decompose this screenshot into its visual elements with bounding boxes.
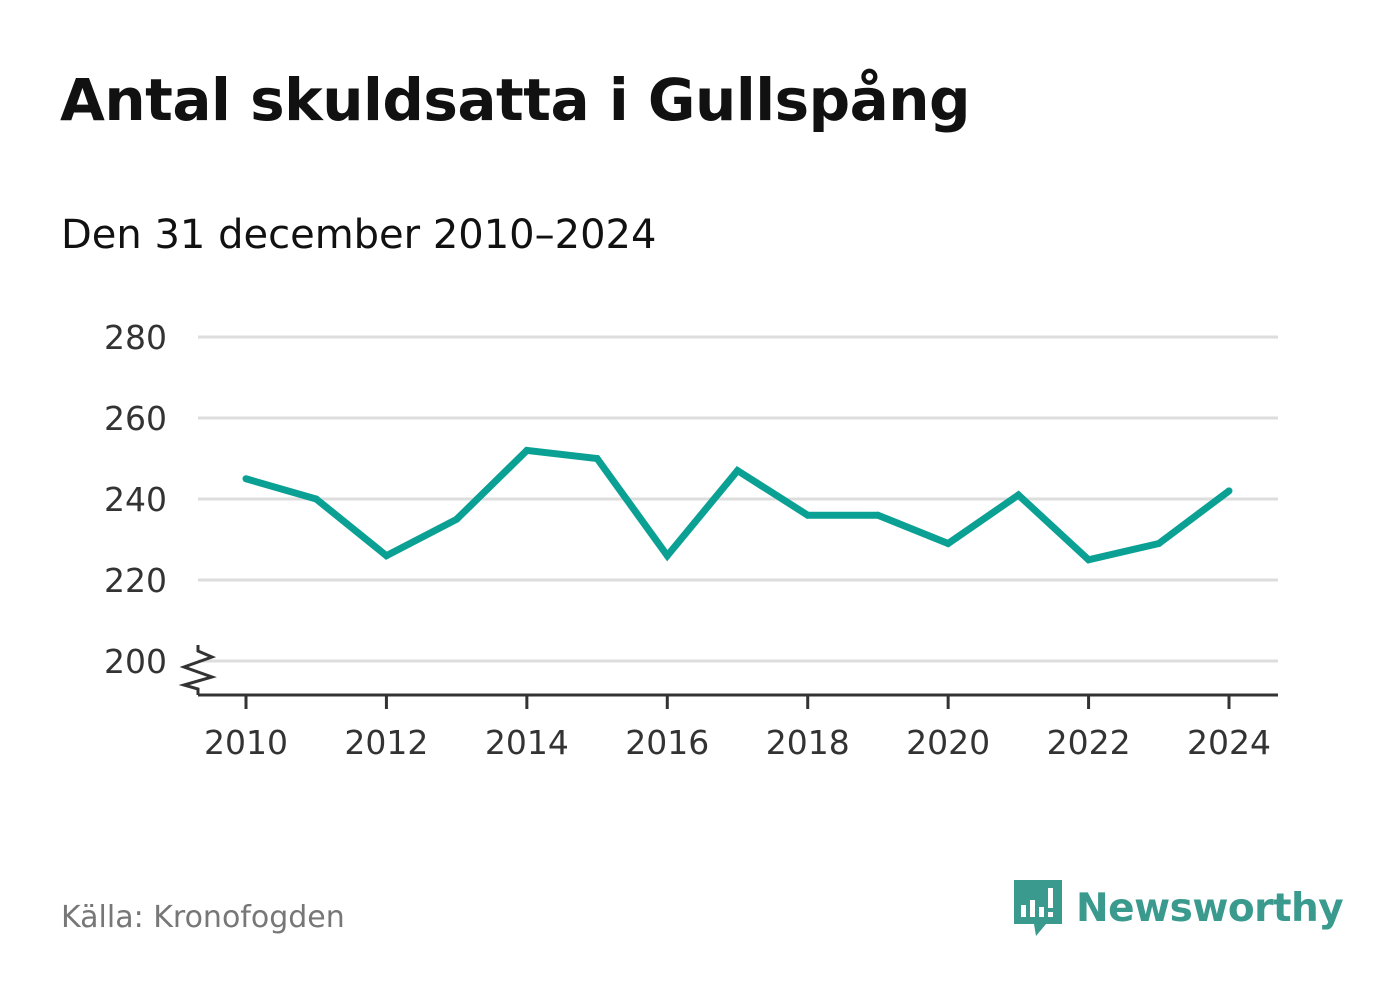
y-tick-label-200: 200 [104,642,167,681]
x-tick-label-2024: 2024 [1187,723,1271,762]
series [242,446,1233,564]
data-point-2024 [1225,487,1233,495]
data-point-2019 [874,511,882,519]
y-tick-label-260: 260 [104,399,167,438]
data-point-2023 [1155,540,1163,548]
data-point-2017 [734,467,741,475]
data-point-2021 [1014,491,1022,499]
chart-title: Antal skuldsatta i Gullspång [60,66,971,134]
chart-subtitle: Den 31 december 2010–2024 [61,212,657,258]
x-tick-label-2020: 2020 [906,723,990,762]
data-point-2022 [1085,556,1093,564]
data-point-2014 [523,446,531,454]
y-axis: 200 220 240 260 280 [104,318,217,695]
data-point-2016 [663,552,671,560]
brand-name: Newsworthy [1076,885,1344,931]
brand-logo: Newsworthy [1012,878,1344,938]
y-tick-label-280: 280 [104,318,167,357]
source-note: Källa: Kronofogden [61,900,345,935]
x-tick-label-2022: 2022 [1047,723,1131,762]
x-tick-label-2016: 2016 [625,723,709,762]
x-tick-label-2010: 2010 [204,723,288,762]
data-point-2013 [453,515,461,523]
data-point-2020 [944,540,952,548]
series-line [245,446,1232,564]
axis-break-icon [178,645,217,695]
x-axis: 2010 2012 2014 2016 2018 2020 2022 2024 [198,693,1278,762]
data-point-2012 [382,552,390,560]
data-point-2010 [242,475,250,483]
x-tick-label-2014: 2014 [485,723,569,762]
data-point-2015 [593,455,601,462]
newsworthy-logo-icon [1014,880,1062,936]
gridlines [198,335,1278,663]
y-tick-label-220: 220 [104,561,167,600]
data-point-2011 [312,495,320,503]
x-tick-label-2018: 2018 [766,723,850,762]
y-tick-label-240: 240 [104,480,167,519]
x-tick-label-2012: 2012 [344,723,428,762]
data-point-2018 [804,511,812,519]
